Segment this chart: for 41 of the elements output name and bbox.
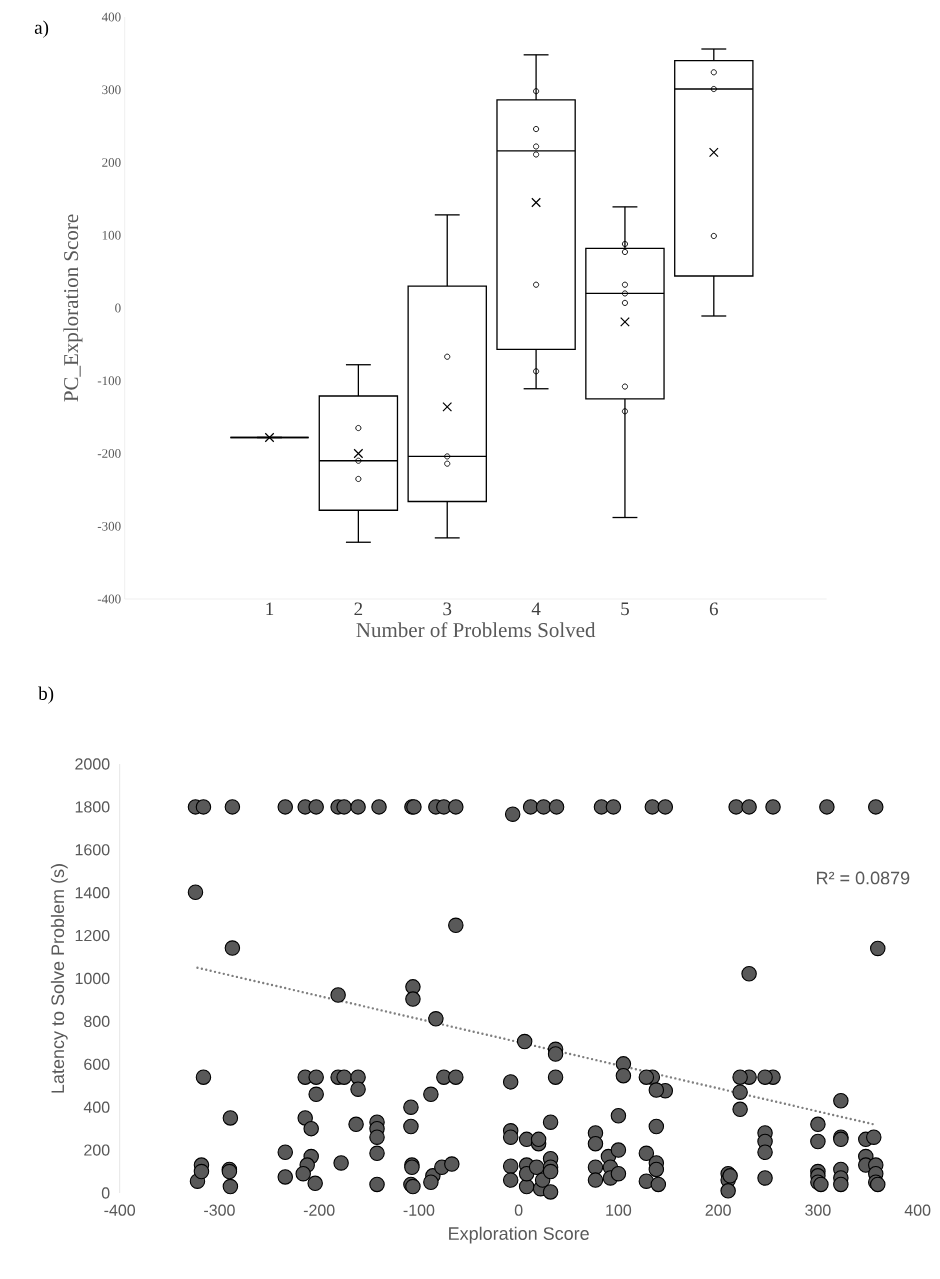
y-tick-label: 300 [102,85,121,95]
x-tick-label: 100 [606,1204,632,1216]
x-tick-label: -300 [204,1204,235,1216]
y-tick-label: 1000 [75,972,110,985]
x-tick-label: -200 [304,1204,335,1216]
y-tick-label: 1400 [75,887,110,899]
y-tick-label: -100 [97,376,121,386]
y-tick-label: 1800 [75,801,110,813]
y-axis-title: PC_Exploration Score [63,214,83,402]
x-tick-label: 3 [443,602,452,616]
y-axis-title: Latency to Solve Problem (s) [51,864,68,1093]
y-tick-label: 400 [83,1101,110,1113]
x-tick-label: 400 [904,1204,931,1216]
y-tick-label: -300 [97,521,121,531]
x-tick-label: 4 [531,602,541,616]
text: b) [38,686,54,704]
y-tick-label: 2000 [75,758,110,770]
y-tick-label: 100 [102,230,121,240]
y-tick-label: 800 [84,1015,110,1028]
y-tick-label: 1200 [75,929,110,942]
y-tick-label: 600 [84,1058,110,1070]
x-tick-label: -100 [403,1204,435,1216]
x-axis-title: Exploration Score [449,1226,590,1244]
text: a) [35,20,49,38]
x-tick-label: 0 [515,1204,523,1216]
y-tick-label: 0 [115,303,121,313]
y-tick-label: 0 [102,1187,110,1199]
x-tick-label: 2 [354,602,363,616]
annotation: R² = 0.0879 [817,871,910,885]
x-tick-label: 1 [266,602,274,616]
x-tick-label: 5 [621,602,630,616]
y-tick-label: 1600 [75,844,110,856]
x-axis-title: Number of Problems Solved [356,622,596,638]
x-tick-label: 6 [710,602,719,616]
x-tick-label: 200 [705,1204,732,1216]
y-tick-label: 200 [84,1144,110,1156]
y-tick-label: -200 [97,449,121,458]
x-tick-label: 300 [805,1204,831,1216]
y-tick-label: 200 [102,158,121,167]
y-tick-label: 400 [102,12,121,22]
y-tick-label: -400 [97,594,121,604]
